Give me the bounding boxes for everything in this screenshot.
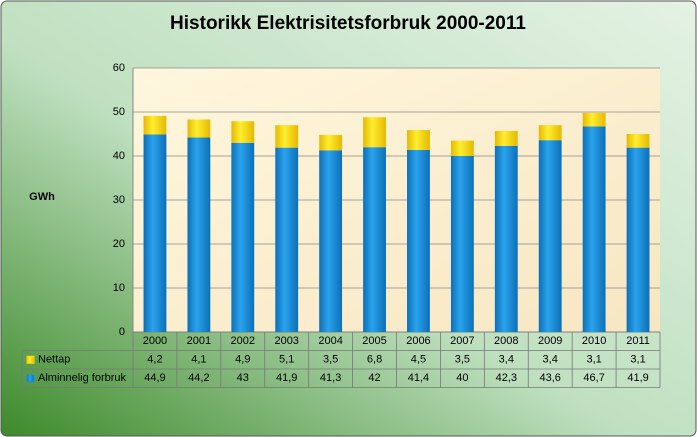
y-tick-label: 30 [113,194,125,206]
table-value: 40 [456,372,468,384]
x-tick-label: 2011 [626,335,650,347]
table-value: 6,8 [367,354,382,366]
bar-segment [319,134,343,151]
y-tick-label: 10 [113,282,125,294]
table-value: 43 [237,372,249,384]
bar-segment [407,130,430,150]
table-value: 5,1 [279,354,294,366]
y-axis-label: GWh [29,191,55,203]
bar-segment [143,115,167,135]
table-value: 4,9 [235,354,250,366]
bar-segment [231,121,255,143]
table-value: 41,9 [627,372,648,384]
table-value: 44,2 [188,372,209,384]
bar-segment [538,140,562,332]
bar-segment [450,156,474,332]
bar-segment [494,145,518,332]
table-value: 3,1 [586,354,601,366]
bar-segment [275,147,299,332]
bar-segment [275,125,299,148]
bar-segment [187,137,211,332]
table-value: 44,9 [144,372,165,384]
x-tick-label: 2005 [362,335,386,347]
table-value: 3,1 [630,354,645,366]
y-tick-label: 40 [113,150,125,162]
bar-segment [231,142,255,332]
table-value: 42 [368,372,380,384]
table-value: 3,4 [499,354,514,366]
x-tick-label: 2009 [538,335,562,347]
table-value: 43,6 [539,372,560,384]
bar-segment [450,140,474,156]
bar-segment [538,125,562,141]
x-tick-label: 2000 [143,335,167,347]
bar-segment [626,147,650,332]
bar-segment [407,149,430,332]
bar-segment [319,150,343,332]
legend-swatch [26,374,35,383]
x-tick-label: 2010 [582,335,606,347]
table-value: 4,5 [411,354,426,366]
y-tick-label: 0 [119,326,125,338]
bar-segment [494,130,518,146]
legend-label: Nettap [38,354,70,366]
x-tick-label: 2003 [274,335,298,347]
table-value: 3,5 [455,354,470,366]
bar-segment [363,117,386,148]
x-tick-label: 2006 [406,335,430,347]
y-tick-label: 60 [113,62,125,74]
x-tick-label: 2001 [187,335,211,347]
table-value: 3,5 [323,354,338,366]
x-tick-label: 2002 [231,335,255,347]
table-value: 4,1 [191,354,206,366]
table-value: 41,3 [320,372,341,384]
x-tick-label: 2004 [318,335,342,347]
y-tick-label: 50 [113,106,125,118]
bar-segment [187,119,211,138]
bar-segment [582,126,606,333]
bar-segment [143,134,167,332]
table-value: 41,9 [276,372,297,384]
legend-swatch [26,355,35,364]
table-value: 41,4 [408,372,429,384]
table-value: 4,2 [147,354,162,366]
table-value: 46,7 [583,372,604,384]
bar-segment [582,112,606,127]
table-value: 3,4 [543,354,558,366]
bar-segment [363,147,386,332]
x-tick-label: 2008 [494,335,518,347]
legend-label: Alminnelig forbruk [38,372,127,384]
table-value: 42,3 [496,372,517,384]
y-tick-label: 20 [113,238,125,250]
bar-segment [626,134,650,148]
chart-title: Historikk Elektrisitetsforbruk 2000-2011 [170,13,526,34]
x-tick-label: 2007 [450,335,474,347]
